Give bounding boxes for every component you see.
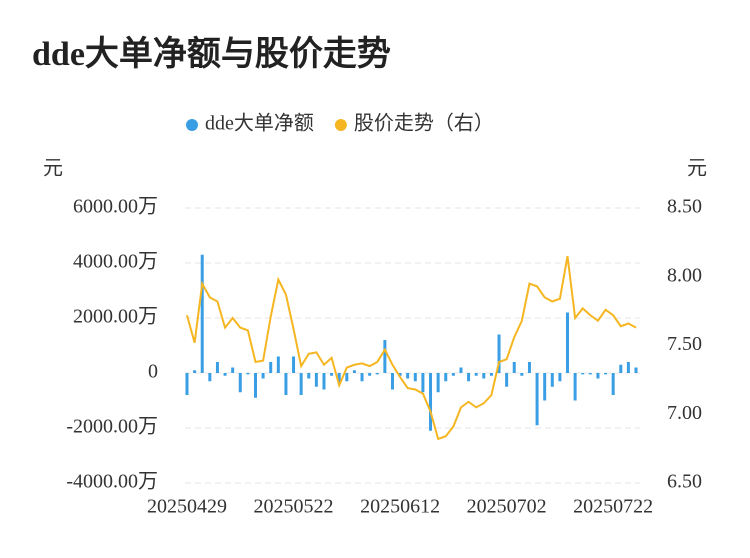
bar (337, 373, 341, 384)
price-line (186, 255, 637, 441)
bar (596, 373, 600, 379)
bar (269, 362, 273, 373)
bar (459, 367, 463, 373)
x-tick-label: 20250702 (467, 496, 547, 518)
bar (467, 373, 471, 382)
y-axis-unit: 元 (43, 158, 63, 180)
x-tick-label: 20250522 (254, 496, 334, 518)
x-tick-label: 20250612 (360, 496, 440, 518)
bar (619, 364, 623, 373)
y-tick-label: 4000.00万 (73, 251, 158, 273)
bar (535, 373, 539, 426)
bar (360, 373, 364, 382)
bar (588, 373, 592, 375)
bar (246, 373, 250, 375)
bar (368, 373, 372, 376)
y-tick-label: 2000.00万 (73, 306, 158, 328)
bar (444, 373, 448, 382)
bar (390, 373, 394, 390)
bar (474, 373, 478, 376)
bar (581, 373, 585, 375)
bar (413, 373, 417, 382)
bar (375, 373, 379, 375)
bar (429, 373, 433, 431)
y2-tick-label: 8.00 (667, 264, 702, 286)
y2-tick-label: 8.50 (667, 196, 702, 218)
bar (352, 370, 356, 373)
bar (543, 373, 547, 401)
chart-title: dde大单净额与股价走势 (32, 35, 391, 73)
bar (436, 373, 440, 393)
bar (566, 312, 570, 373)
y-tick-label: -2000.00万 (66, 416, 158, 438)
y-tick-label: -4000.00万 (66, 471, 158, 493)
bar (527, 362, 531, 373)
bar (626, 362, 630, 373)
bar (497, 334, 501, 373)
bar (512, 362, 516, 373)
y2-tick-label: 7.50 (667, 333, 702, 355)
legend-label: dde大单净额 (205, 112, 314, 135)
bar (398, 373, 402, 376)
y-tick-label: 0 (148, 361, 158, 383)
bar (482, 373, 486, 379)
legend-label: 股价走势（右） (354, 112, 494, 135)
bar (383, 340, 387, 373)
bar (292, 356, 296, 373)
bar (322, 373, 326, 390)
x-tick-label: 20250722 (573, 496, 653, 518)
bar (231, 367, 235, 373)
bar (634, 367, 638, 373)
bar (307, 373, 311, 379)
bar (611, 373, 615, 395)
x-tick-label: 20250429 (147, 496, 227, 518)
bar (604, 373, 608, 375)
bar (200, 254, 204, 373)
bar (345, 373, 349, 382)
bar (451, 373, 455, 376)
bar (215, 362, 219, 373)
bar (208, 373, 212, 382)
bar (421, 373, 425, 393)
bar (253, 373, 257, 398)
bar (489, 373, 493, 376)
bar (261, 373, 265, 379)
bar (284, 373, 288, 395)
bar (330, 373, 334, 376)
y2-axis-unit: 元 (687, 158, 707, 180)
bar (505, 373, 509, 387)
bar (558, 373, 562, 382)
bar (299, 373, 303, 395)
legend-marker (186, 119, 198, 131)
bar (573, 373, 577, 401)
bar (193, 370, 197, 373)
legend-marker (334, 119, 347, 131)
bar (276, 356, 280, 373)
y-tick-label: 6000.00万 (73, 196, 158, 218)
bar (406, 373, 410, 379)
bar (185, 373, 189, 395)
y2-tick-label: 7.00 (667, 402, 702, 424)
y2-tick-label: 6.50 (667, 471, 702, 493)
bar (223, 373, 227, 376)
bar (238, 373, 242, 393)
bar (520, 373, 524, 376)
bar (314, 373, 318, 387)
bar (550, 373, 554, 387)
